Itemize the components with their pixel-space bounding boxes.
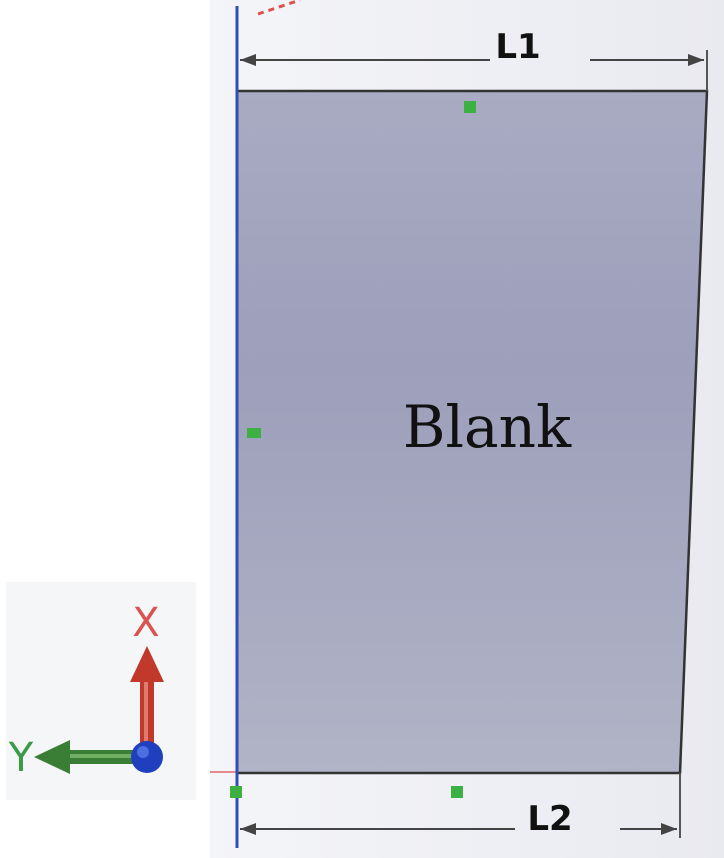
vertex-handle-bottom-left[interactable] <box>230 786 242 798</box>
dimension-l2[interactable]: L2 <box>240 773 681 839</box>
triad-y-label: Y <box>8 735 34 781</box>
coordinate-triad: X Y <box>8 600 164 781</box>
midpoint-handle-top[interactable] <box>464 101 476 113</box>
part-label: Blank <box>403 393 572 461</box>
triad-origin-highlight <box>137 746 149 758</box>
triad-x-arrowhead <box>130 646 164 682</box>
dimension-l1[interactable]: L1 <box>240 27 708 91</box>
dimension-l2-label: L2 <box>527 799 572 839</box>
triad-x-shaft-highlight <box>144 680 148 756</box>
triad-origin <box>131 741 163 773</box>
dimension-l1-arrow-right <box>688 54 704 66</box>
dimension-l1-label: L1 <box>495 27 540 67</box>
midpoint-handle-bottom[interactable] <box>451 786 463 798</box>
midpoint-handle-left[interactable] <box>247 428 261 438</box>
triad-x-label: X <box>132 600 159 646</box>
dimension-l2-arrow-left <box>240 823 256 835</box>
dimension-l2-arrow-right <box>661 823 677 835</box>
dimension-l1-arrow-left <box>240 54 256 66</box>
triad-background <box>6 582 196 800</box>
triad-y-shaft-highlight <box>66 754 146 758</box>
construction-line <box>257 0 301 16</box>
triad-y-arrowhead <box>34 740 70 774</box>
